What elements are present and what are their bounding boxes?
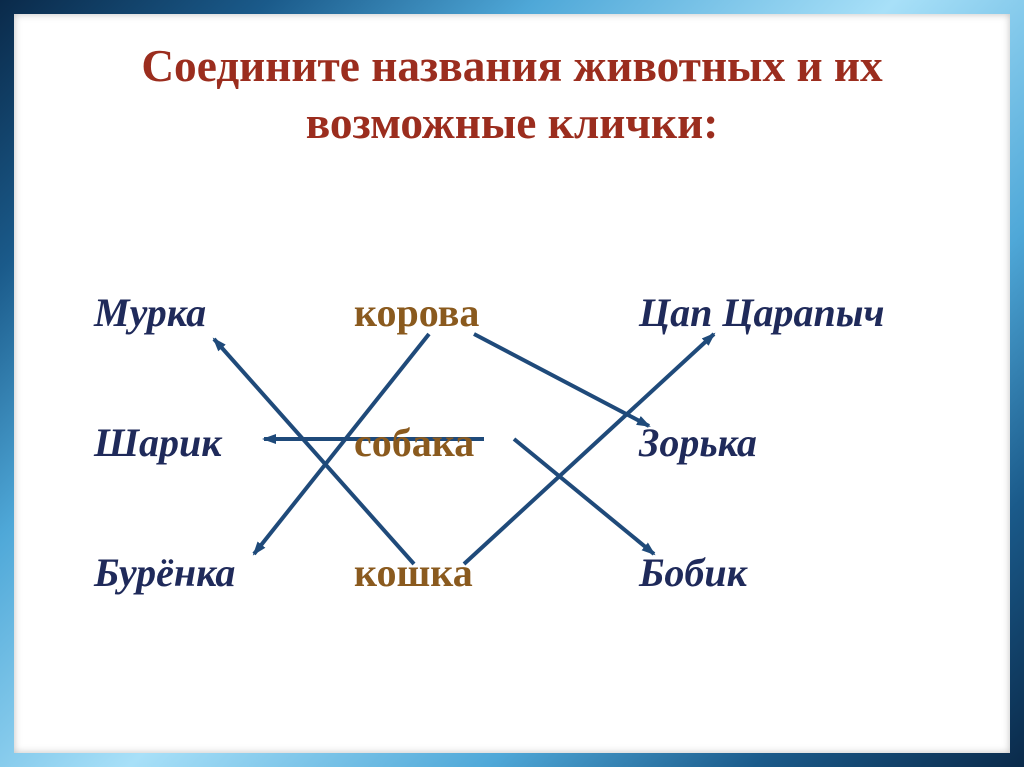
animal-word: корова — [354, 289, 479, 336]
name-word: Бурёнка — [94, 549, 235, 596]
connection-arrow — [474, 334, 649, 426]
animal-word: собака — [354, 419, 474, 466]
title-line-1: Соедините названия животных и их — [14, 38, 1010, 95]
connection-arrow — [514, 439, 654, 554]
title-line-2: возможные клички: — [14, 95, 1010, 152]
slide-title: Соедините названия животных и их возможн… — [14, 38, 1010, 151]
name-word: Шарик — [94, 419, 222, 466]
slide-frame: Соедините названия животных и их возможн… — [0, 0, 1024, 767]
name-word: Цап Царапыч — [639, 289, 884, 336]
slide-inner: Соедините названия животных и их возможн… — [14, 14, 1010, 753]
animal-word: кошка — [354, 549, 473, 596]
name-word: Бобик — [639, 549, 747, 596]
name-word: Мурка — [94, 289, 206, 336]
name-word: Зорька — [639, 419, 757, 466]
